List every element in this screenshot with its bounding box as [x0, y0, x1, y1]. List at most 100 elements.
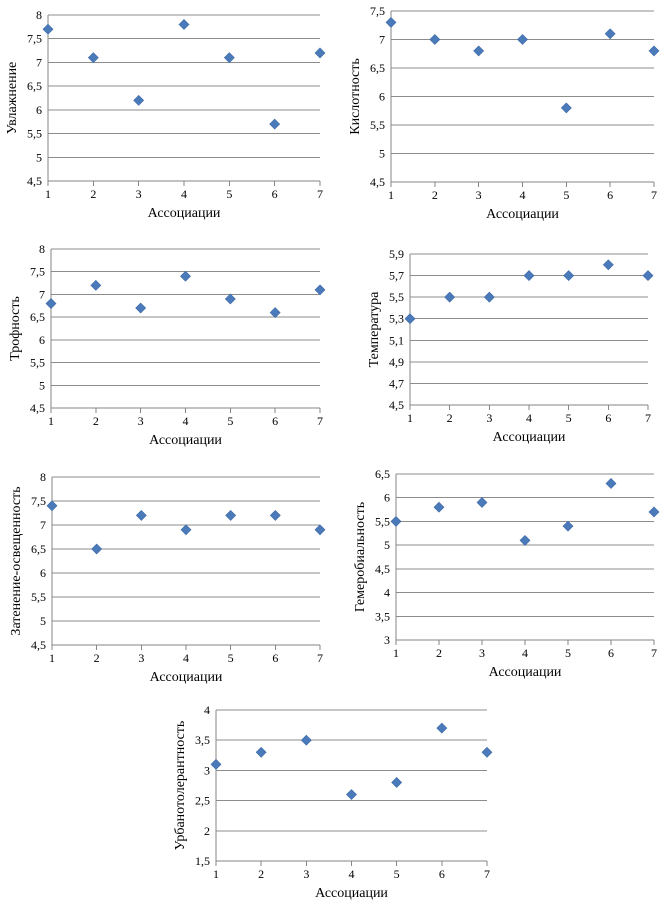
x-tick-label: 1	[45, 187, 51, 201]
data-point	[476, 497, 488, 508]
data-point	[483, 291, 495, 303]
data-point	[481, 746, 493, 758]
data-point	[223, 52, 235, 64]
y-tick-label: 4	[204, 703, 210, 717]
x-axis-label: Ассоциации	[150, 670, 223, 685]
y-tick-label: 5,5	[389, 290, 404, 304]
y-axis-label: Урбанотолерантность	[173, 721, 188, 851]
data-point	[605, 478, 617, 489]
data-point	[473, 45, 485, 57]
data-point	[255, 746, 267, 758]
x-tick-label: 1	[388, 188, 394, 202]
x-tick-label: 6	[439, 867, 445, 881]
x-tick-label: 7	[317, 651, 323, 665]
data-point	[648, 45, 660, 57]
data-point	[346, 789, 357, 800]
data-point	[385, 16, 397, 28]
y-tick-label: 5	[39, 378, 45, 392]
y-axis-label: Гемеробиальность	[353, 502, 368, 612]
y-tick-label: 6,5	[30, 310, 45, 324]
x-tick-label: 2	[258, 867, 264, 881]
data-point	[269, 307, 281, 319]
data-point	[314, 524, 326, 536]
data-point	[180, 524, 192, 536]
x-tick-label: 6	[605, 411, 611, 425]
data-point	[648, 506, 660, 518]
y-tick-label: 7,5	[370, 4, 385, 18]
data-point	[42, 23, 54, 35]
x-tick-label: 7	[651, 646, 657, 660]
x-tick-label: 2	[94, 651, 100, 665]
x-tick-label: 1	[49, 651, 55, 665]
x-axis-label: Ассоциации	[489, 665, 562, 680]
data-point	[91, 543, 103, 555]
y-axis-label: Кислотность	[348, 58, 363, 135]
y-tick-label: 6	[384, 491, 390, 505]
data-point	[269, 509, 281, 521]
x-tick-label: 4	[520, 188, 526, 202]
data-point	[433, 501, 445, 513]
y-tick-label: 6,5	[370, 61, 385, 75]
x-tick-label: 4	[183, 651, 189, 665]
y-tick-label: 7,5	[27, 32, 42, 46]
y-tick-label: 5	[379, 147, 385, 161]
x-tick-label: 6	[272, 414, 278, 428]
data-point	[390, 516, 402, 527]
x-tick-label: 7	[645, 411, 651, 425]
y-tick-label: 6	[379, 90, 385, 104]
y-tick-label: 8	[39, 242, 45, 256]
x-axis-label: Ассоциации	[493, 430, 566, 445]
y-tick-label: 5,5	[31, 590, 46, 604]
chart-5: 4,5 5 5,5 6 6,5 7 7,5 8 1 2 3 4 5 6 7 Ассоциации Затенен…	[9, 470, 326, 685]
x-tick-label: 4	[349, 867, 355, 881]
y-tick-label: 7,5	[30, 265, 45, 279]
x-tick-label: 3	[136, 187, 142, 201]
y-tick-label: 5,5	[375, 514, 390, 528]
data-point	[519, 534, 531, 546]
x-tick-label: 5	[228, 651, 234, 665]
data-point	[517, 34, 528, 45]
y-tick-label: 4,5	[30, 401, 45, 415]
x-tick-label: 1	[407, 411, 413, 425]
y-tick-label: 4,5	[31, 638, 46, 652]
x-tick-label: 5	[226, 187, 232, 201]
x-tick-label: 5	[227, 414, 233, 428]
y-tick-label: 4,5	[375, 562, 390, 576]
data-point	[429, 34, 441, 45]
y-tick-label: 5,9	[389, 247, 404, 261]
x-axis-label: Ассоциации	[486, 207, 559, 222]
x-axis-label: Ассоциации	[315, 886, 388, 901]
data-point	[210, 758, 222, 770]
data-point	[300, 734, 312, 746]
y-tick-label: 5,5	[27, 127, 42, 141]
x-tick-label: 7	[484, 867, 490, 881]
data-point	[224, 293, 236, 305]
y-tick-label: 6,5	[27, 79, 42, 93]
y-tick-label: 4,5	[27, 174, 42, 188]
x-tick-label: 7	[317, 187, 323, 201]
y-tick-label: 7	[39, 287, 45, 301]
data-point	[45, 298, 57, 309]
y-tick-label: 4,9	[389, 355, 404, 369]
chart-7: 1,5 2 2,5 3 3,5 4 1 2 3 4 5 6 7 Ассоциации Урбанотолер…	[173, 703, 493, 901]
x-tick-label: 6	[272, 187, 278, 201]
x-tick-label: 3	[138, 414, 144, 428]
chart-2: 4,5 5 5,5 6 6,5 7 7,5 1 2 3 4 5 6 7 Ассоциации Кислотно…	[348, 4, 660, 222]
y-axis-label: Трофность	[8, 296, 23, 361]
data-point	[90, 279, 102, 291]
x-tick-label: 2	[90, 187, 96, 201]
y-axis-label: Увлажнение	[5, 62, 20, 135]
data-point	[135, 302, 147, 314]
y-tick-label: 7	[40, 518, 46, 532]
data-point	[436, 722, 448, 734]
data-point	[642, 270, 654, 281]
x-tick-label: 1	[48, 414, 54, 428]
y-tick-label: 6	[36, 103, 42, 117]
x-tick-label: 5	[563, 188, 569, 202]
x-tick-label: 2	[436, 646, 442, 660]
x-tick-label: 7	[651, 188, 657, 202]
x-tick-label: 3	[476, 188, 482, 202]
x-tick-label: 1	[213, 867, 219, 881]
y-tick-label: 5	[36, 150, 42, 164]
